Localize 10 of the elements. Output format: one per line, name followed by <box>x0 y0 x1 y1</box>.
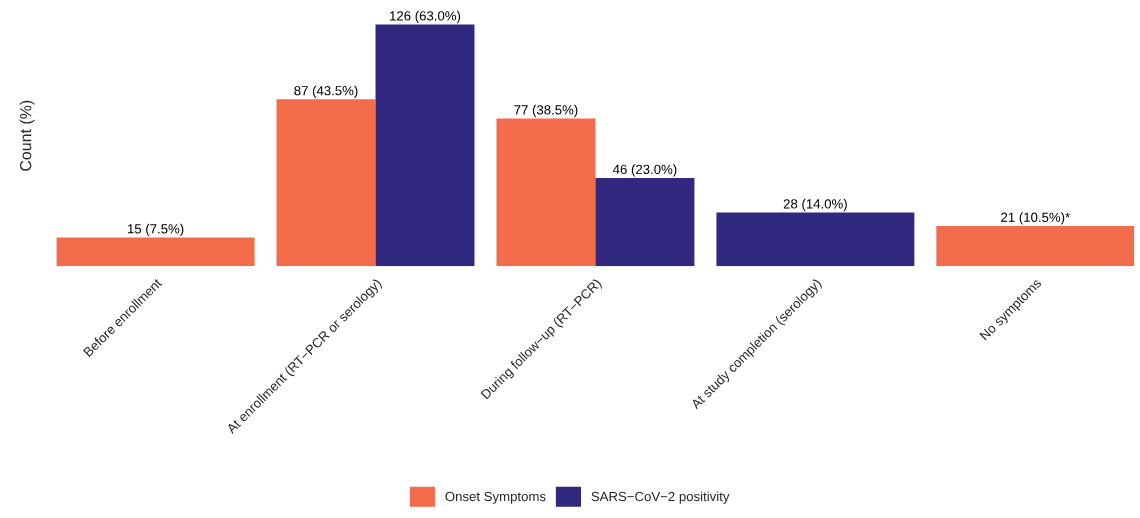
data-label: 87 (43.5%) <box>294 85 358 98</box>
data-label: 28 (14.0%) <box>783 198 847 212</box>
legend-label: SARS−CoV−2 positivity <box>591 491 730 504</box>
data-label: 126 (63.0%) <box>390 10 461 24</box>
data-label: 21 (10.5%)* <box>1001 212 1070 225</box>
data-label: 77 (38.5%) <box>514 104 578 118</box>
legend-label: Onset Symptoms <box>445 491 546 504</box>
data-label: 15 (7.5%) <box>127 223 184 237</box>
y-axis-title: Count (%) <box>19 100 35 171</box>
data-label: 46 (23.0%) <box>612 164 677 177</box>
